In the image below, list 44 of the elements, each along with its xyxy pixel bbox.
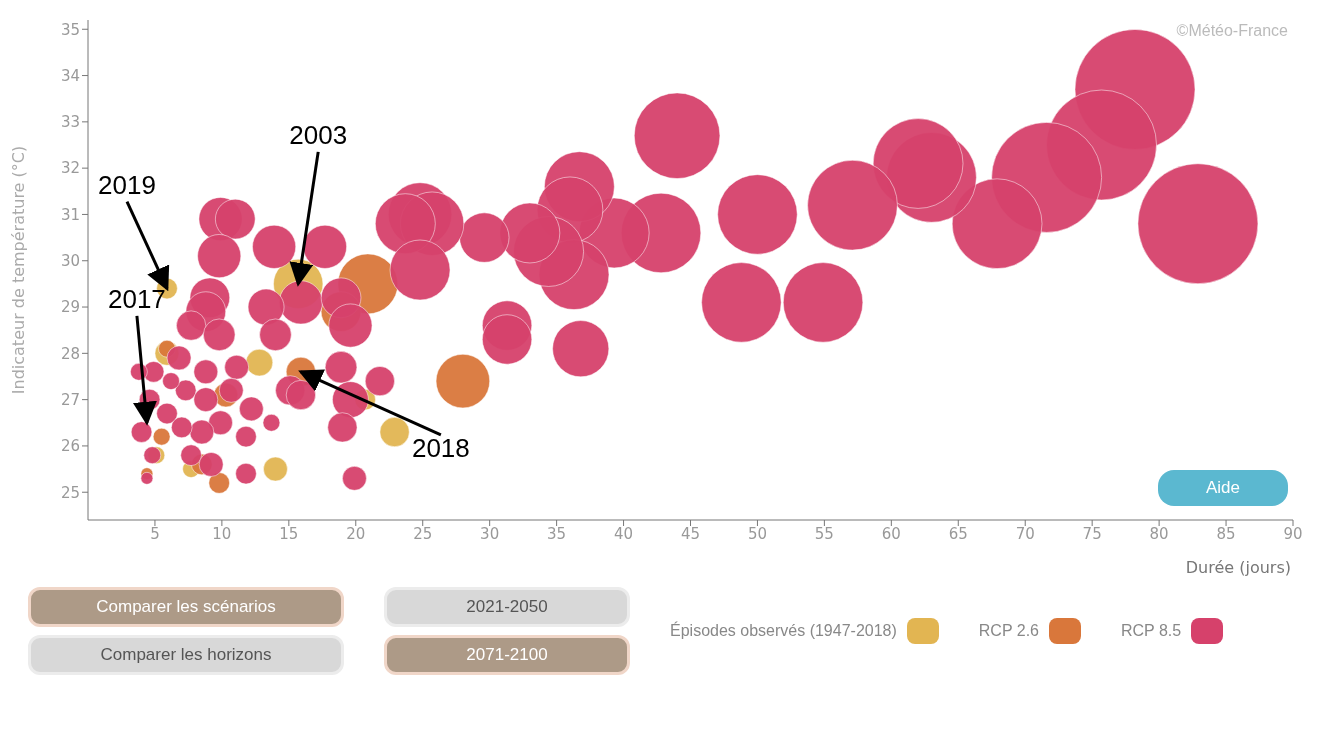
x-tick-label: 90	[1283, 524, 1303, 543]
x-tick-label: 15	[279, 524, 299, 543]
annotation: ©Météo-France	[1176, 22, 1288, 40]
x-tick-label: 45	[680, 524, 701, 543]
x-tick-label: 35	[547, 524, 567, 543]
x-tick-label: 10	[212, 524, 232, 543]
x-axis-title: Durée (jours)	[1185, 558, 1291, 577]
y-tick-label: 28	[60, 344, 80, 363]
x-tick-label: 20	[346, 524, 366, 543]
x-tick-label: 60	[881, 524, 901, 543]
y-tick-label: 33	[60, 113, 80, 132]
y-tick-label: 32	[60, 159, 80, 178]
annotation: 2019	[98, 169, 156, 200]
legend-label: Épisodes observés (1947-2018)	[670, 622, 897, 640]
y-tick-label: 31	[60, 205, 80, 224]
button: 2021-2050	[384, 587, 630, 627]
y-axis-title: Indicateur de température (°C)	[8, 145, 28, 395]
annotation: 2017	[107, 283, 166, 314]
y-tick-label: 27	[60, 390, 80, 409]
x-tick-label: 50	[747, 524, 767, 543]
button: Aide	[1158, 470, 1288, 506]
x-tick-label: 40	[614, 524, 634, 543]
button: Comparer les scénarios	[28, 587, 344, 627]
x-tick-label: 5	[150, 524, 160, 543]
y-tick-label: 30	[60, 252, 80, 271]
legend-label: RCP 2.6	[978, 622, 1039, 640]
annotation: 2003	[289, 119, 348, 150]
x-tick-label: 80	[1149, 524, 1169, 543]
y-tick-label: 29	[60, 298, 80, 317]
y-tick-label: 35	[60, 20, 80, 39]
x-tick-label: 70	[1015, 524, 1035, 543]
x-tick-label: 65	[948, 524, 968, 543]
legend-label: RCP 8.5	[1121, 622, 1182, 640]
button: 2071-2100	[384, 635, 630, 675]
annotation: 2018	[411, 432, 470, 463]
y-tick-label: 26	[60, 437, 80, 456]
y-tick-label: 34	[60, 66, 80, 85]
x-tick-label: 85	[1216, 524, 1236, 543]
x-tick-label: 25	[413, 524, 433, 543]
x-tick-label: 75	[1082, 524, 1102, 543]
y-tick-label: 25	[60, 483, 80, 502]
button: Comparer les horizons	[28, 635, 344, 675]
x-tick-label: 55	[814, 524, 834, 543]
x-tick-label: 30	[480, 524, 500, 543]
